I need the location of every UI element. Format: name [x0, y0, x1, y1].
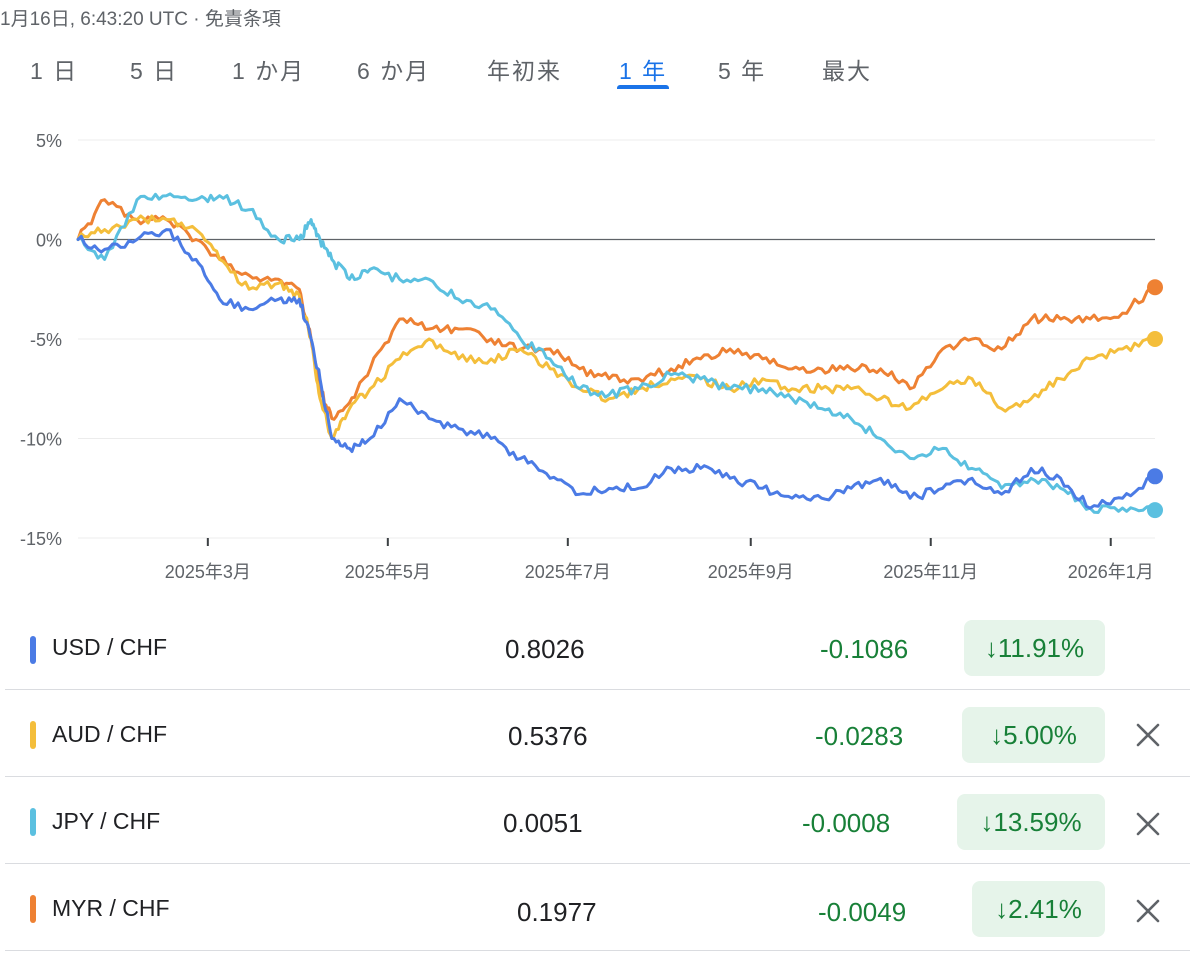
y-tick-label: -10% — [20, 430, 62, 450]
close-icon[interactable] — [1133, 809, 1163, 839]
percent-change-badge: ↓13.59% — [957, 794, 1105, 850]
change-value: -0.0049 — [818, 897, 907, 927]
pair-label: USD / CHF — [52, 634, 167, 660]
change-value: -0.1086 — [820, 634, 909, 664]
close-icon[interactable] — [1133, 896, 1163, 926]
price-value: 0.0051 — [503, 808, 583, 838]
grid-layer — [78, 139, 1155, 546]
divider — [5, 776, 1190, 777]
list-item[interactable]: MYR / CHF 0.1977 -0.0049 ↓2.41% — [0, 865, 1200, 951]
x-tick-label: 2025年3月 — [165, 562, 251, 582]
series-color-bar — [30, 721, 36, 749]
x-tick-label: 2026年1月 — [1068, 562, 1154, 582]
x-tick-label: 2025年9月 — [708, 562, 794, 582]
series-endpoint-aud — [1147, 331, 1163, 347]
series-endpoint-usd — [1147, 468, 1163, 485]
series-color-bar — [30, 808, 36, 836]
timestamp: 1月16日, 6:43:20 UTC — [0, 9, 188, 30]
y-tick-label: 0% — [36, 231, 62, 251]
tab-5y[interactable]: 5 年 — [718, 58, 767, 84]
change-value: -0.0283 — [815, 721, 904, 751]
tab-1y[interactable]: 1 年 — [617, 52, 670, 89]
series-line-myr — [76, 198, 1157, 421]
percent-change-badge: ↓5.00% — [962, 707, 1105, 763]
close-icon[interactable] — [1133, 720, 1163, 750]
series-line-usd — [76, 228, 1157, 510]
pair-label: AUD / CHF — [52, 721, 167, 747]
tab-ytd[interactable]: 年初来 — [487, 58, 562, 84]
price-chart[interactable]: 5% 0% -5% -10% -15% 2025年3月 2025年5月 2025年7月 2025… — [0, 100, 1200, 600]
percent-change-badge: ↓11.91% — [964, 620, 1105, 676]
y-tick-label: 5% — [36, 131, 62, 151]
series-endpoint-myr — [1147, 279, 1163, 296]
tab-max[interactable]: 最大 — [822, 58, 872, 84]
change-value: -0.0008 — [802, 808, 891, 838]
list-item[interactable]: USD / CHF 0.8026 -0.1086 ↓11.91% — [0, 604, 1200, 690]
divider — [5, 689, 1190, 690]
price-value: 0.1977 — [517, 897, 597, 927]
list-item[interactable]: AUD / CHF 0.5376 -0.0283 ↓5.00% — [0, 691, 1200, 777]
header-line: 1月16日, 6:43:20 UTC · 免責条項 — [0, 4, 281, 31]
series-endpoint-jpy — [1147, 502, 1163, 519]
price-value: 0.5376 — [508, 721, 588, 751]
series-color-bar — [30, 636, 36, 664]
x-tick-label: 2025年11月 — [883, 562, 978, 582]
series-line-aud — [76, 214, 1157, 440]
series-line-jpy — [76, 192, 1157, 514]
tab-5d[interactable]: 5 日 — [130, 58, 179, 84]
axis-labels-layer: 5% 0% -5% -10% -15% 2025年3月 2025年5月 2025年7月 2025… — [20, 131, 1154, 582]
y-tick-label: -5% — [30, 330, 62, 350]
x-tick-label: 2025年5月 — [345, 562, 431, 582]
x-tick-label: 2025年7月 — [525, 562, 611, 582]
disclaimer-link[interactable]: 免責条項 — [204, 9, 281, 30]
pair-label: MYR / CHF — [52, 895, 170, 921]
series-layer — [76, 192, 1163, 519]
y-tick-label: -15% — [20, 529, 62, 549]
divider — [5, 950, 1190, 951]
range-tabs: 1 日 5 日 1 か月 6 か月 年初来 1 年 5 年 最大 — [0, 52, 1200, 92]
series-color-bar — [30, 895, 36, 923]
price-value: 0.8026 — [505, 634, 585, 664]
separator: · — [187, 9, 205, 30]
tab-1d[interactable]: 1 日 — [30, 58, 79, 84]
divider — [5, 863, 1190, 864]
pair-label: JPY / CHF — [52, 808, 161, 834]
tab-1m[interactable]: 1 か月 — [232, 58, 306, 84]
percent-change-badge: ↓2.41% — [972, 881, 1105, 937]
tab-6m[interactable]: 6 か月 — [357, 58, 431, 84]
list-item[interactable]: JPY / CHF 0.0051 -0.0008 ↓13.59% — [0, 778, 1200, 864]
active-tab-underline — [617, 85, 670, 89]
